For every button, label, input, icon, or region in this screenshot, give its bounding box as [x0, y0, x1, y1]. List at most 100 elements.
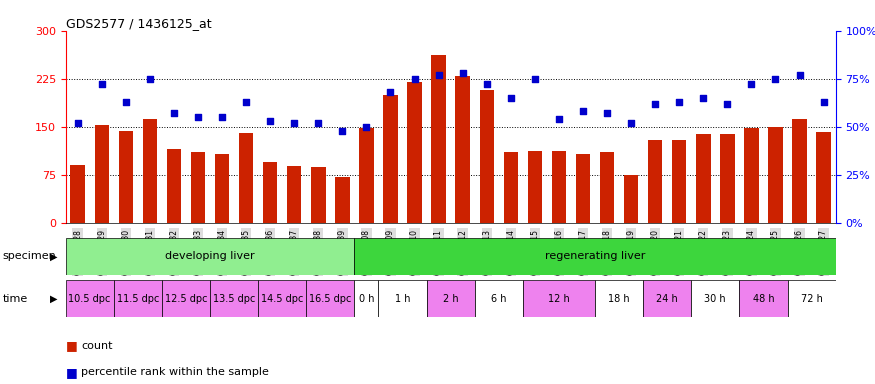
Bar	[71, 165, 85, 223]
Bar	[335, 177, 350, 223]
Text: 14.5 dpc: 14.5 dpc	[261, 293, 304, 304]
Point	[383, 89, 397, 95]
Bar	[624, 175, 639, 223]
Bar	[595, 280, 643, 317]
Text: ▶: ▶	[50, 251, 58, 262]
Bar	[788, 280, 836, 317]
Text: 1 h: 1 h	[395, 293, 410, 304]
Bar	[523, 280, 595, 317]
Bar	[427, 280, 475, 317]
Text: 6 h: 6 h	[491, 293, 507, 304]
Bar	[94, 126, 109, 223]
Bar	[312, 167, 326, 223]
Bar	[239, 133, 254, 223]
Text: regenerating liver: regenerating liver	[545, 251, 645, 262]
Bar	[143, 119, 158, 223]
Bar	[379, 280, 427, 317]
Text: 16.5 dpc: 16.5 dpc	[309, 293, 352, 304]
Text: percentile rank within the sample: percentile rank within the sample	[81, 367, 270, 377]
Point	[720, 101, 734, 107]
Bar	[480, 89, 494, 223]
Text: developing liver: developing liver	[165, 251, 255, 262]
Bar	[528, 151, 542, 223]
Bar	[66, 280, 114, 317]
Point	[312, 120, 326, 126]
Point	[745, 81, 759, 88]
Text: ▶: ▶	[50, 293, 58, 304]
Bar	[739, 280, 788, 317]
Bar	[191, 152, 206, 223]
Point	[552, 116, 566, 122]
Point	[480, 81, 494, 88]
Bar	[383, 95, 397, 223]
Point	[335, 127, 349, 134]
Point	[576, 108, 590, 114]
Point	[600, 110, 614, 116]
Text: 18 h: 18 h	[608, 293, 630, 304]
Bar	[258, 280, 306, 317]
Point	[94, 81, 108, 88]
Point	[431, 72, 445, 78]
Bar	[354, 280, 379, 317]
Point	[793, 72, 807, 78]
Bar	[210, 280, 258, 317]
Text: 30 h: 30 h	[704, 293, 726, 304]
Point	[456, 70, 470, 76]
Bar	[793, 119, 807, 223]
Text: GDS2577 / 1436125_at: GDS2577 / 1436125_at	[66, 17, 211, 30]
Bar	[263, 162, 277, 223]
Point	[263, 118, 277, 124]
Text: ■: ■	[66, 366, 77, 379]
Point	[167, 110, 181, 116]
Point	[672, 99, 686, 105]
Bar	[816, 132, 831, 223]
Text: 13.5 dpc: 13.5 dpc	[213, 293, 256, 304]
Bar	[66, 238, 354, 275]
Bar	[114, 280, 162, 317]
Bar	[431, 55, 446, 223]
Bar	[600, 152, 614, 223]
Text: 12 h: 12 h	[548, 293, 570, 304]
Bar	[354, 238, 836, 275]
Bar	[576, 154, 591, 223]
Bar	[456, 76, 470, 223]
Bar	[720, 134, 735, 223]
Point	[360, 124, 374, 130]
Point	[408, 76, 422, 82]
Bar	[162, 280, 210, 317]
Point	[191, 114, 205, 120]
Bar	[215, 154, 229, 223]
Point	[239, 99, 253, 105]
Text: count: count	[81, 341, 113, 351]
Point	[143, 76, 157, 82]
Text: 12.5 dpc: 12.5 dpc	[164, 293, 207, 304]
Bar	[504, 152, 518, 223]
Text: 11.5 dpc: 11.5 dpc	[116, 293, 159, 304]
Bar	[408, 82, 422, 223]
Bar	[552, 151, 566, 223]
Bar	[167, 149, 181, 223]
Text: 24 h: 24 h	[656, 293, 678, 304]
Bar	[360, 128, 374, 223]
Bar	[306, 280, 354, 317]
Point	[287, 120, 301, 126]
Bar	[672, 139, 687, 223]
Point	[816, 99, 830, 105]
Text: 2 h: 2 h	[443, 293, 458, 304]
Point	[528, 76, 542, 82]
Bar	[745, 128, 759, 223]
Point	[648, 101, 662, 107]
Text: 72 h: 72 h	[801, 293, 822, 304]
Point	[504, 95, 518, 101]
Text: 10.5 dpc: 10.5 dpc	[68, 293, 111, 304]
Text: 0 h: 0 h	[359, 293, 374, 304]
Text: specimen: specimen	[3, 251, 56, 262]
Text: ■: ■	[66, 339, 77, 352]
Bar	[119, 131, 133, 223]
Bar	[768, 127, 783, 223]
Text: 48 h: 48 h	[752, 293, 774, 304]
Text: time: time	[3, 293, 28, 304]
Point	[119, 99, 133, 105]
Bar	[648, 139, 662, 223]
Point	[768, 76, 782, 82]
